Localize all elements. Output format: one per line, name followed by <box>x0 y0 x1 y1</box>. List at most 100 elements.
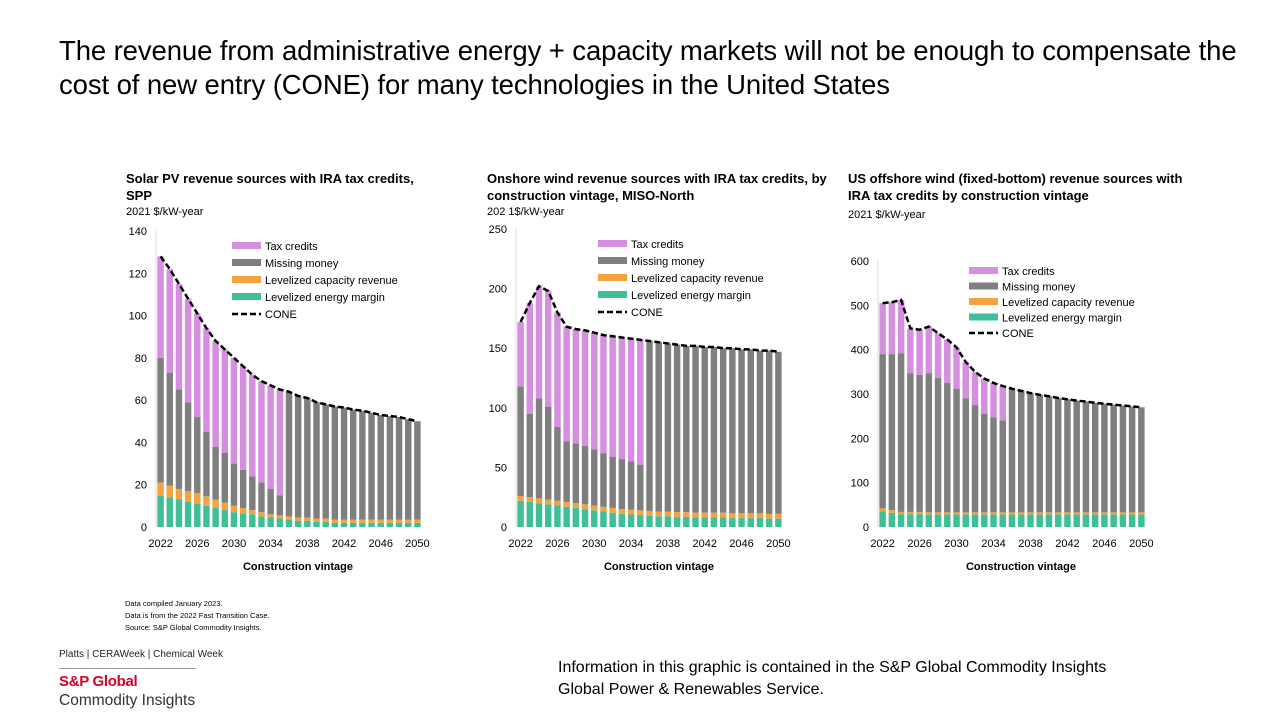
bar-levelized-energy-margin-2030 <box>230 512 238 527</box>
bar-missing-money-2041 <box>692 345 699 513</box>
bar-missing-money-2042 <box>1064 399 1071 513</box>
bar-levelized-energy-margin-2022 <box>879 511 886 527</box>
info-line: Global Power & Renewables Service. <box>558 681 824 698</box>
bar-levelized-energy-margin-2034 <box>267 517 274 527</box>
bar-levelized-capacity-revenue-2036 <box>1008 512 1016 515</box>
bar-missing-money-2043 <box>349 409 357 520</box>
bar-missing-money-2048 <box>756 350 764 514</box>
bar-levelized-energy-margin-2025 <box>184 501 192 527</box>
bar-levelized-energy-margin-2037 <box>655 516 662 527</box>
x-tick-label: 2034 <box>619 538 643 550</box>
bar-levelized-energy-margin-2028 <box>212 507 219 527</box>
bar-tax-credits-2032 <box>609 336 616 457</box>
bar-levelized-capacity-revenue-2030 <box>230 505 238 513</box>
y-tick-label: 40 <box>135 437 147 449</box>
x-tick-label: 2022 <box>508 538 532 550</box>
bar-levelized-capacity-revenue-2047 <box>747 513 754 519</box>
bar-levelized-capacity-revenue-2026 <box>916 511 923 515</box>
y-tick-label: 200 <box>851 433 869 445</box>
y-tick-label: 140 <box>129 226 147 238</box>
bar-tax-credits-2028 <box>212 340 219 447</box>
y-tick-label: 20 <box>135 480 147 492</box>
bar-levelized-energy-margin-2032 <box>609 512 616 527</box>
bar-missing-money-2048 <box>1119 405 1127 513</box>
bar-missing-money-2038 <box>1027 393 1034 513</box>
bar-missing-money-2034 <box>990 417 997 513</box>
bar-missing-money-2043 <box>1073 400 1080 513</box>
bar-levelized-capacity-revenue-2039 <box>313 518 320 522</box>
bar-tax-credits-2030 <box>230 357 238 464</box>
bar-levelized-capacity-revenue-2038 <box>1027 512 1034 515</box>
bar-tax-credits-2026 <box>916 329 923 375</box>
legend-label: CONE <box>631 307 663 319</box>
bar-levelized-capacity-revenue-2027 <box>563 501 570 507</box>
bar-missing-money-2041 <box>1054 397 1062 513</box>
bar-missing-money-2032 <box>971 405 979 513</box>
bar-missing-money-2044 <box>1082 401 1090 513</box>
bar-levelized-energy-margin-2042 <box>340 522 348 527</box>
bar-tax-credits-2033 <box>981 378 988 414</box>
legend-label: Levelized capacity revenue <box>1002 297 1135 309</box>
legend-swatch <box>598 240 627 247</box>
x-tick-label: 2022 <box>148 538 172 550</box>
bar-missing-money-2050 <box>414 421 421 520</box>
bar-missing-money-2025 <box>184 402 192 492</box>
bar-levelized-energy-margin-2036 <box>285 519 293 527</box>
bar-tax-credits-2025 <box>184 298 192 403</box>
bar-levelized-capacity-revenue-2049 <box>765 513 773 519</box>
bar-missing-money-2035 <box>999 420 1006 513</box>
bar-missing-money-2047 <box>747 349 754 514</box>
bar-missing-money-2033 <box>981 413 988 513</box>
bar-missing-money-2050 <box>775 351 782 514</box>
bar-missing-money-2048 <box>395 417 403 520</box>
bar-tax-credits-2029 <box>221 349 229 453</box>
bar-levelized-energy-margin-2046 <box>377 522 384 527</box>
bar-missing-money-2032 <box>249 476 256 511</box>
bar-levelized-energy-margin-2043 <box>710 517 718 527</box>
bar-missing-money-2046 <box>377 414 384 520</box>
bar-tax-credits-2026 <box>194 313 201 418</box>
bar-missing-money-2029 <box>221 453 229 503</box>
bar-levelized-energy-margin-2035 <box>276 518 284 527</box>
bar-tax-credits-2022 <box>517 321 524 387</box>
bar-levelized-capacity-revenue-2025 <box>907 511 914 515</box>
bar-levelized-energy-margin-2026 <box>916 514 923 527</box>
legend-swatch <box>598 274 627 281</box>
bar-tax-credits-2033 <box>618 337 626 460</box>
x-tick-label: 2026 <box>907 538 931 550</box>
bar-levelized-energy-margin-2050 <box>775 518 782 527</box>
legend-swatch <box>598 257 627 264</box>
x-tick-label: 2050 <box>1129 538 1153 550</box>
bar-levelized-capacity-revenue-2048 <box>395 519 403 523</box>
bar-levelized-capacity-revenue-2032 <box>971 512 979 515</box>
bar-levelized-capacity-revenue-2033 <box>981 512 988 515</box>
bar-missing-money-2039 <box>673 344 681 513</box>
bar-missing-money-2038 <box>304 398 311 518</box>
bar-levelized-energy-margin-2039 <box>1036 514 1043 527</box>
bar-levelized-capacity-revenue-2039 <box>1036 512 1043 515</box>
bar-levelized-energy-margin-2029 <box>221 510 229 527</box>
bar-levelized-energy-margin-2049 <box>1128 514 1136 527</box>
bar-tax-credits-2024 <box>897 300 905 354</box>
bar-levelized-capacity-revenue-2048 <box>756 513 764 519</box>
bar-missing-money-2037 <box>655 342 662 512</box>
bar-missing-money-2039 <box>1036 394 1043 513</box>
bar-levelized-energy-margin-2040 <box>683 516 690 527</box>
bar-missing-money-2027 <box>203 431 210 497</box>
bar-levelized-energy-margin-2032 <box>249 514 256 527</box>
x-tick-label: 2026 <box>545 538 569 550</box>
bar-levelized-capacity-revenue-2028 <box>572 503 580 508</box>
bar-missing-money-2029 <box>944 382 951 513</box>
legend-label: Missing money <box>265 258 339 270</box>
bar-levelized-energy-margin-2023 <box>526 501 534 527</box>
bar-missing-money-2024 <box>897 353 905 512</box>
chart-header: Solar PV revenue sources with IRA tax cr… <box>126 170 416 219</box>
bar-levelized-energy-margin-2036 <box>646 515 653 527</box>
bar-levelized-capacity-revenue-2047 <box>386 519 394 523</box>
bar-levelized-capacity-revenue-2045 <box>368 519 375 523</box>
chart-title: US offshore wind (fixed-bottom) revenue … <box>848 171 1183 203</box>
y-tick-label: 80 <box>135 353 147 365</box>
chart-unit: 2021 $/kW-year <box>848 209 926 221</box>
bar-missing-money-2050 <box>1138 407 1145 513</box>
bar-missing-money-2037 <box>294 395 302 518</box>
